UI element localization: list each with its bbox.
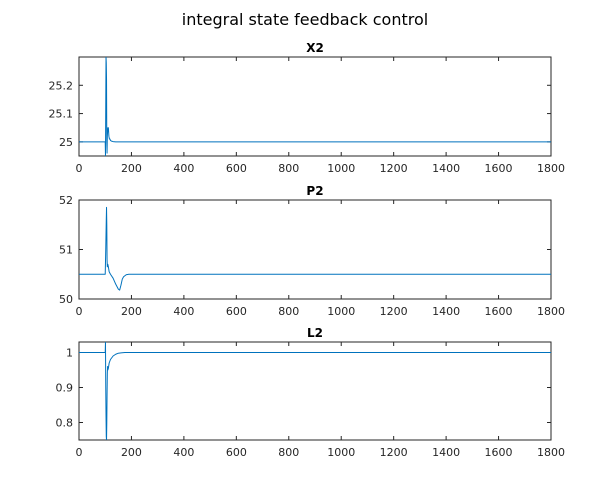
x-tick-label: 600 bbox=[226, 305, 247, 318]
x-tick-label: 0 bbox=[76, 162, 83, 175]
y-tick-label: 52 bbox=[59, 194, 73, 207]
x-tick-label: 1400 bbox=[432, 162, 460, 175]
series-line-x2 bbox=[79, 57, 551, 156]
subplot-l2: L2 0 200 400 600 800 1000 1200 1400 1600 1800 0.8 0.… bbox=[56, 326, 566, 459]
x-tick-label: 1800 bbox=[537, 446, 565, 459]
subplot-title-p2: P2 bbox=[306, 184, 323, 198]
x-tick-label: 1400 bbox=[432, 446, 460, 459]
y-tick-label: 25.2 bbox=[49, 79, 74, 92]
subplot-title-x2: X2 bbox=[306, 41, 324, 55]
y-tick-label: 51 bbox=[59, 244, 73, 257]
x-tick-label: 800 bbox=[278, 305, 299, 318]
x-tick-label: 1000 bbox=[327, 446, 355, 459]
x-tick-label: 200 bbox=[121, 162, 142, 175]
subplot-p2: P2 0 200 400 600 800 1000 1200 1400 1600 1800 50 51 5… bbox=[59, 184, 565, 318]
y-tick-label: 50 bbox=[59, 293, 73, 306]
series-line-p2 bbox=[79, 206, 551, 291]
x-tick-label: 800 bbox=[278, 446, 299, 459]
axes-box-x2 bbox=[78, 56, 552, 157]
x-tick-label: 200 bbox=[121, 305, 142, 318]
x-tick-label: 0 bbox=[76, 305, 83, 318]
x-tick-label: 1400 bbox=[432, 305, 460, 318]
x-tick-label: 1800 bbox=[537, 162, 565, 175]
x-tick-label: 600 bbox=[226, 162, 247, 175]
x-tick-label: 400 bbox=[173, 305, 194, 318]
x-tick-label: 1000 bbox=[327, 305, 355, 318]
y-tick-label: 0.8 bbox=[56, 417, 74, 430]
y-tick-label: 0.9 bbox=[56, 382, 74, 395]
series-line-l2 bbox=[79, 342, 551, 440]
x-tick-label: 200 bbox=[121, 446, 142, 459]
y-tick-label: 25.1 bbox=[49, 108, 74, 121]
y-tick-label: 1 bbox=[66, 347, 73, 360]
x-tick-label: 400 bbox=[173, 162, 194, 175]
x-tick-label: 0 bbox=[76, 446, 83, 459]
x-tick-label: 1000 bbox=[327, 162, 355, 175]
y-tick-label: 25 bbox=[59, 136, 73, 149]
subplot-x2: X2 0 200 400 600 800 1000 1200 1400 1600 1800 25 25.… bbox=[49, 41, 566, 175]
x-tick-label: 1200 bbox=[380, 162, 408, 175]
x-tick-label: 1600 bbox=[485, 305, 513, 318]
x-tick-label: 1200 bbox=[380, 305, 408, 318]
x-tick-label: 800 bbox=[278, 162, 299, 175]
x-tick-label: 600 bbox=[226, 446, 247, 459]
x-tick-label: 1600 bbox=[485, 162, 513, 175]
axes-box-l2 bbox=[78, 341, 552, 441]
subplot-panels: X20 200 400 600 800 1000 1200 1400 1600 18002525.… bbox=[49, 41, 566, 459]
figure-title: integral state feedback control bbox=[182, 10, 428, 29]
subplot-title-l2: L2 bbox=[307, 326, 323, 340]
x-tick-label: 1200 bbox=[380, 446, 408, 459]
x-tick-label: 400 bbox=[173, 446, 194, 459]
axes-box-p2 bbox=[78, 199, 552, 300]
x-tick-label: 1600 bbox=[485, 446, 513, 459]
x-tick-label: 1800 bbox=[537, 305, 565, 318]
